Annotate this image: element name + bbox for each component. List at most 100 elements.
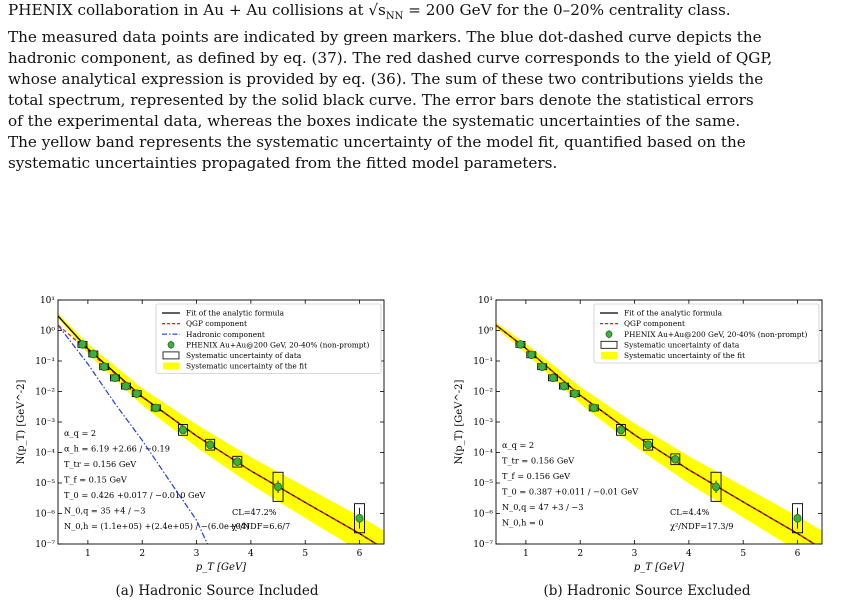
y-tick-label-8: 10⁻⁷ — [473, 540, 493, 550]
data-point-9 — [671, 454, 680, 464]
y-tick-label-7: 10⁻⁶ — [473, 510, 493, 520]
data-point-1 — [89, 349, 98, 359]
qgp-curve — [58, 324, 378, 544]
x-tick-label-3: 4 — [686, 549, 692, 559]
data-point-8 — [644, 440, 653, 450]
syst-box-11 — [792, 503, 803, 534]
x-axis-title: p_T [GeV] — [634, 562, 684, 573]
param-1: α_h = 6.19 +2.66 / −0.19 — [64, 444, 170, 454]
legend-box — [593, 303, 820, 364]
caption-line-1: PHENIX collaboration in Au + Au collisio… — [8, 1, 731, 23]
legend-swatch-3 — [600, 340, 618, 349]
x-tick-label-2: 3 — [194, 549, 200, 559]
legend-label-3: PHENIX Au+Au@200 GeV, 20-40% (non-prompt… — [186, 340, 370, 349]
data-point-8 — [206, 440, 215, 450]
fit-uncertainty-band — [58, 313, 384, 544]
syst-box-11 — [354, 503, 365, 534]
y-tick-label-2: 10⁻¹ — [473, 357, 493, 367]
param-4: T_0 = 0.426 +0.017 / −0.010 GeV — [64, 490, 206, 500]
plot-area — [496, 322, 822, 544]
x-tick-label-1: 2 — [139, 549, 145, 559]
data-point-7 — [616, 425, 625, 435]
x-tick-label-5: 6 — [795, 549, 801, 559]
data-point-3 — [111, 373, 120, 383]
param-2: T_f = 0.156 GeV — [502, 471, 571, 481]
legend-label-2: PHENIX Au+Au@200 GeV, 20-40% (non-prompt… — [624, 330, 808, 339]
data-point-4 — [121, 381, 130, 391]
legend-label-1: QGP component — [186, 319, 247, 328]
fit-uncertainty-band — [496, 322, 822, 544]
legend-label-5: Systematic uncertainty of the fit — [186, 362, 307, 371]
syst-box-7 — [616, 424, 626, 436]
data-point-10 — [274, 482, 283, 492]
data-point-11 — [793, 513, 802, 523]
x-tick-label-4: 5 — [302, 549, 308, 559]
param-0: α_q = 2 — [502, 440, 534, 450]
y-tick-label-5: 10⁻⁴ — [473, 449, 493, 459]
data-point-10 — [712, 482, 721, 492]
param-4: N_0,q = 47 +3 / −3 — [502, 502, 584, 512]
data-point-1 — [527, 350, 536, 360]
syst-box-8 — [643, 438, 654, 451]
y-tick-label-7: 10⁻⁶ — [35, 510, 55, 520]
data-point-0 — [516, 340, 525, 349]
param-2: T_tr = 0.156 GeV — [64, 459, 137, 469]
legend-swatch-4 — [162, 351, 180, 360]
plot-area — [58, 313, 384, 544]
y-axis-title: N(p_T) [GeV^-2] — [16, 379, 27, 464]
param-6: N_0,h = (1.1e+05) +(2.4e+05) / −(6.0e+04… — [64, 521, 249, 531]
y-tick-label-4: 10⁻³ — [35, 418, 55, 428]
legend-label-4: Systematic uncertainty of data — [186, 351, 302, 360]
data-point-7 — [178, 425, 187, 435]
x-tick-label-0: 1 — [85, 549, 91, 559]
y-tick-label-3: 10⁻² — [473, 388, 493, 398]
legend-label-0: Fit of the analytic formula — [186, 309, 285, 318]
x-tick-label-3: 4 — [248, 549, 254, 559]
legend-box — [155, 303, 382, 374]
data-point-11 — [355, 513, 364, 523]
y-tick-label-2: 10⁻¹ — [35, 357, 55, 367]
caption-line-2: The measured data points are indicated b… — [8, 28, 762, 47]
chart-hadronic-excluded: 1 2 3 4 5 6 10¹ 10⁰ 10⁻¹ 10⁻² 10⁻³ 10⁻⁴ 10⁻⁵ 10⁻⁶ 10⁻⁷… — [454, 296, 823, 573]
y-tick-label-4: 10⁻³ — [473, 418, 493, 428]
legend-label-4: Systematic uncertainty of the fit — [624, 351, 745, 360]
data-point-9 — [233, 457, 242, 466]
legend-swatch-3 — [167, 341, 175, 349]
y-axis-title: N(p_T) [GeV^-2] — [454, 379, 465, 464]
caption-line-4: whose analytical expression is provided … — [8, 70, 764, 89]
data-point-5 — [132, 389, 141, 398]
cl-value: CL=47.2% — [232, 507, 277, 517]
data-point-4 — [559, 381, 568, 391]
caption-line-8: systematic uncertainties propagated from… — [8, 154, 558, 173]
caption-line-3: hadronic component, as defined by eq. (3… — [8, 49, 773, 68]
syst-box-8 — [205, 438, 216, 451]
chi2-value: χ²/NDF=6.6/7 — [232, 521, 290, 531]
legend-swatch-2 — [605, 330, 613, 338]
legend-label-3: Systematic uncertainty of data — [624, 340, 740, 349]
figure-caption: PHENIX collaboration in Au + Au collisio… — [8, 0, 860, 174]
x-tick-label-5: 6 — [357, 549, 363, 559]
x-tick-label-2: 3 — [632, 549, 638, 559]
y-tick-label-1: 10⁰ — [478, 327, 493, 337]
hadronic-curve — [58, 324, 208, 544]
data-point-2 — [100, 362, 109, 372]
y-tick-label-0: 10¹ — [40, 296, 55, 306]
chart-hadronic-included: 1 2 3 4 5 6 10¹ 10⁰ 10⁻¹ 10⁻² 10⁻³ 10⁻⁴ 10⁻⁵ 10⁻⁶ 10⁻⁷… — [16, 296, 385, 573]
data-point-6 — [589, 403, 598, 413]
y-tick-label-8: 10⁻⁷ — [35, 540, 55, 550]
legend-label-2: Hadronic component — [186, 330, 265, 339]
caption-line-5: total spectrum, represented by the solid… — [8, 91, 754, 110]
qgp-curve — [496, 324, 816, 544]
legend-swatch-4 — [601, 351, 617, 359]
x-tick-label-1: 2 — [577, 549, 583, 559]
param-5: N_0,h = 0 — [502, 518, 544, 528]
syst-box-9 — [670, 453, 681, 466]
param-3: T_f = 0.15 GeV — [64, 475, 128, 485]
caption-line-7: The yellow band represents the systemati… — [8, 133, 746, 152]
y-tick-label-6: 10⁻⁵ — [35, 479, 55, 489]
y-tick-label-1: 10⁰ — [40, 327, 55, 337]
param-0: α_q = 2 — [64, 428, 96, 438]
parameter-block: α_q = 2 T_tr = 0.156 GeV T_f = 0.156 GeV T_… — [502, 440, 639, 528]
